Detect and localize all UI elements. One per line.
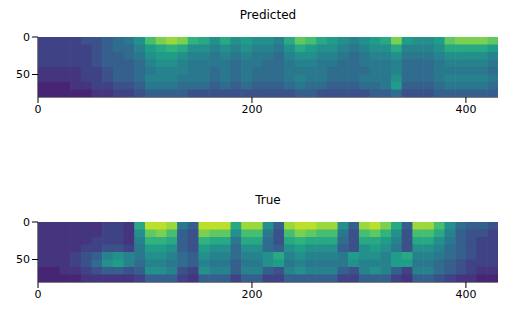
- svg-text:400: 400: [455, 103, 476, 116]
- svg-text:0: 0: [23, 216, 30, 229]
- svg-text:50: 50: [16, 253, 30, 266]
- html-text:True: True: [255, 193, 281, 207]
- svg-text:50: 50: [16, 68, 30, 81]
- svg-text:0: 0: [23, 31, 30, 44]
- html-text:Predicted: Predicted: [239, 8, 297, 22]
- svg-text:400: 400: [455, 288, 476, 301]
- svg-text:0: 0: [35, 288, 42, 301]
- svg-text:200: 200: [241, 288, 262, 301]
- svg-text:0: 0: [35, 103, 42, 116]
- svg-text:200: 200: [241, 103, 262, 116]
